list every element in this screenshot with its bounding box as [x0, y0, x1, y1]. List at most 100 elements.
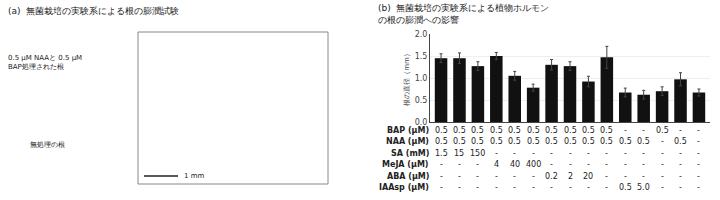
svg-text:-: -: [587, 183, 590, 192]
svg-text:0.0: 0.0: [415, 118, 428, 127]
svg-text:2.0: 2.0: [415, 30, 428, 39]
svg-text:400: 400: [526, 160, 541, 169]
svg-text:15: 15: [454, 149, 464, 158]
svg-text:0.5: 0.5: [545, 126, 558, 135]
svg-text:-: -: [624, 126, 627, 135]
svg-text:-: -: [550, 149, 553, 158]
svg-text:-: -: [697, 172, 700, 181]
svg-text:0.5: 0.5: [490, 137, 503, 146]
svg-text:0.5: 0.5: [637, 137, 650, 146]
svg-text:-: -: [697, 137, 700, 146]
svg-text:BAP (μM): BAP (μM): [387, 126, 429, 135]
svg-text:0.5: 0.5: [453, 126, 466, 135]
svg-text:ABA (μM): ABA (μM): [387, 172, 429, 181]
svg-text:0.5: 0.5: [508, 126, 521, 135]
svg-text:-: -: [513, 183, 516, 192]
svg-text:-: -: [440, 172, 443, 181]
svg-text:-: -: [458, 160, 461, 169]
svg-text:0.5: 0.5: [415, 96, 428, 105]
svg-text:-: -: [642, 149, 645, 158]
svg-text:-: -: [550, 183, 553, 192]
svg-text:0.5: 0.5: [619, 183, 632, 192]
svg-text:0.5: 0.5: [674, 137, 687, 146]
svg-text:-: -: [697, 149, 700, 158]
svg-text:-: -: [550, 160, 553, 169]
svg-text:(b) 無菌栽培の実験系による植物ホルモンの根の膨潤への影: (b) 無菌栽培の実験系による植物ホルモンの根の膨潤への影響: [378, 3, 549, 25]
svg-text:40: 40: [510, 160, 520, 169]
svg-text:-: -: [532, 149, 535, 158]
svg-text:-: -: [513, 149, 516, 158]
svg-text:0.5: 0.5: [471, 126, 484, 135]
svg-text:-: -: [532, 172, 535, 181]
svg-text:0.5: 0.5: [453, 137, 466, 146]
svg-text:0.5: 0.5: [508, 137, 521, 146]
svg-text:-: -: [605, 183, 608, 192]
svg-text:-: -: [495, 149, 498, 158]
svg-text:-: -: [458, 183, 461, 192]
svg-text:-: -: [532, 183, 535, 192]
svg-text:-: -: [624, 172, 627, 181]
svg-text:無処理の根: 無処理の根: [30, 141, 65, 149]
svg-text:-: -: [661, 160, 664, 169]
svg-text:1.5: 1.5: [415, 52, 428, 61]
svg-text:-: -: [605, 172, 608, 181]
svg-text:150: 150: [470, 149, 485, 158]
svg-text:2: 2: [568, 172, 573, 181]
svg-text:-: -: [440, 160, 443, 169]
svg-text:4: 4: [494, 160, 499, 169]
svg-text:-: -: [476, 183, 479, 192]
svg-text:-: -: [476, 160, 479, 169]
svg-text:0.5: 0.5: [564, 126, 577, 135]
svg-text:-: -: [605, 160, 608, 169]
svg-text:-: -: [587, 149, 590, 158]
svg-text:NAA (μM): NAA (μM): [386, 137, 429, 146]
svg-text:-: -: [642, 172, 645, 181]
svg-text:-: -: [624, 160, 627, 169]
svg-text:根の直径（mm）: 根の直径（mm）: [403, 50, 411, 106]
svg-text:0.5: 0.5: [527, 126, 540, 135]
svg-text:0.5: 0.5: [435, 137, 448, 146]
svg-text:0.5: 0.5: [564, 137, 577, 146]
svg-text:5.0: 5.0: [637, 183, 650, 192]
svg-text:-: -: [440, 183, 443, 192]
svg-text:-: -: [697, 160, 700, 169]
svg-text:-: -: [661, 183, 664, 192]
svg-text:0.5: 0.5: [527, 137, 540, 146]
svg-text:0.5: 0.5: [545, 137, 558, 146]
svg-text:0.5: 0.5: [619, 137, 632, 146]
svg-text:-: -: [458, 172, 461, 181]
svg-text:-: -: [679, 149, 682, 158]
svg-text:-: -: [697, 183, 700, 192]
svg-text:0.5: 0.5: [471, 137, 484, 146]
svg-text:-: -: [513, 172, 516, 181]
svg-text:-: -: [642, 126, 645, 135]
svg-text:-: -: [697, 126, 700, 135]
svg-text:1.5: 1.5: [435, 149, 448, 158]
svg-text:-: -: [605, 149, 608, 158]
svg-text:0.5: 0.5: [490, 126, 503, 135]
svg-text:-: -: [569, 160, 572, 169]
svg-text:0.5: 0.5: [600, 126, 613, 135]
svg-text:0.5: 0.5: [582, 126, 595, 135]
svg-text:1 mm: 1 mm: [184, 172, 204, 180]
svg-text:-: -: [679, 172, 682, 181]
svg-text:-: -: [476, 172, 479, 181]
svg-text:-: -: [587, 160, 590, 169]
svg-text:0.5: 0.5: [582, 137, 595, 146]
svg-text:IAAsp (μM): IAAsp (μM): [379, 183, 429, 192]
svg-text:-: -: [495, 183, 498, 192]
svg-text:0.5 μM NAAと 0.5 μMBAP処理された根: 0.5 μM NAAと 0.5 μMBAP処理された根: [8, 54, 82, 71]
svg-text:-: -: [624, 149, 627, 158]
svg-text:0.5: 0.5: [600, 137, 613, 146]
svg-text:-: -: [642, 160, 645, 169]
svg-text:-: -: [679, 160, 682, 169]
svg-text:-: -: [569, 149, 572, 158]
svg-text:20: 20: [583, 172, 593, 181]
svg-text:-: -: [661, 137, 664, 146]
svg-text:-: -: [495, 172, 498, 181]
svg-text:-: -: [679, 126, 682, 135]
svg-text:-: -: [569, 183, 572, 192]
svg-text:(a) 無菌栽培の実験系による根の膨潤試験: (a) 無菌栽培の実験系による根の膨潤試験: [8, 6, 179, 16]
svg-text:0.5: 0.5: [656, 126, 669, 135]
svg-text:0.2: 0.2: [545, 172, 558, 181]
